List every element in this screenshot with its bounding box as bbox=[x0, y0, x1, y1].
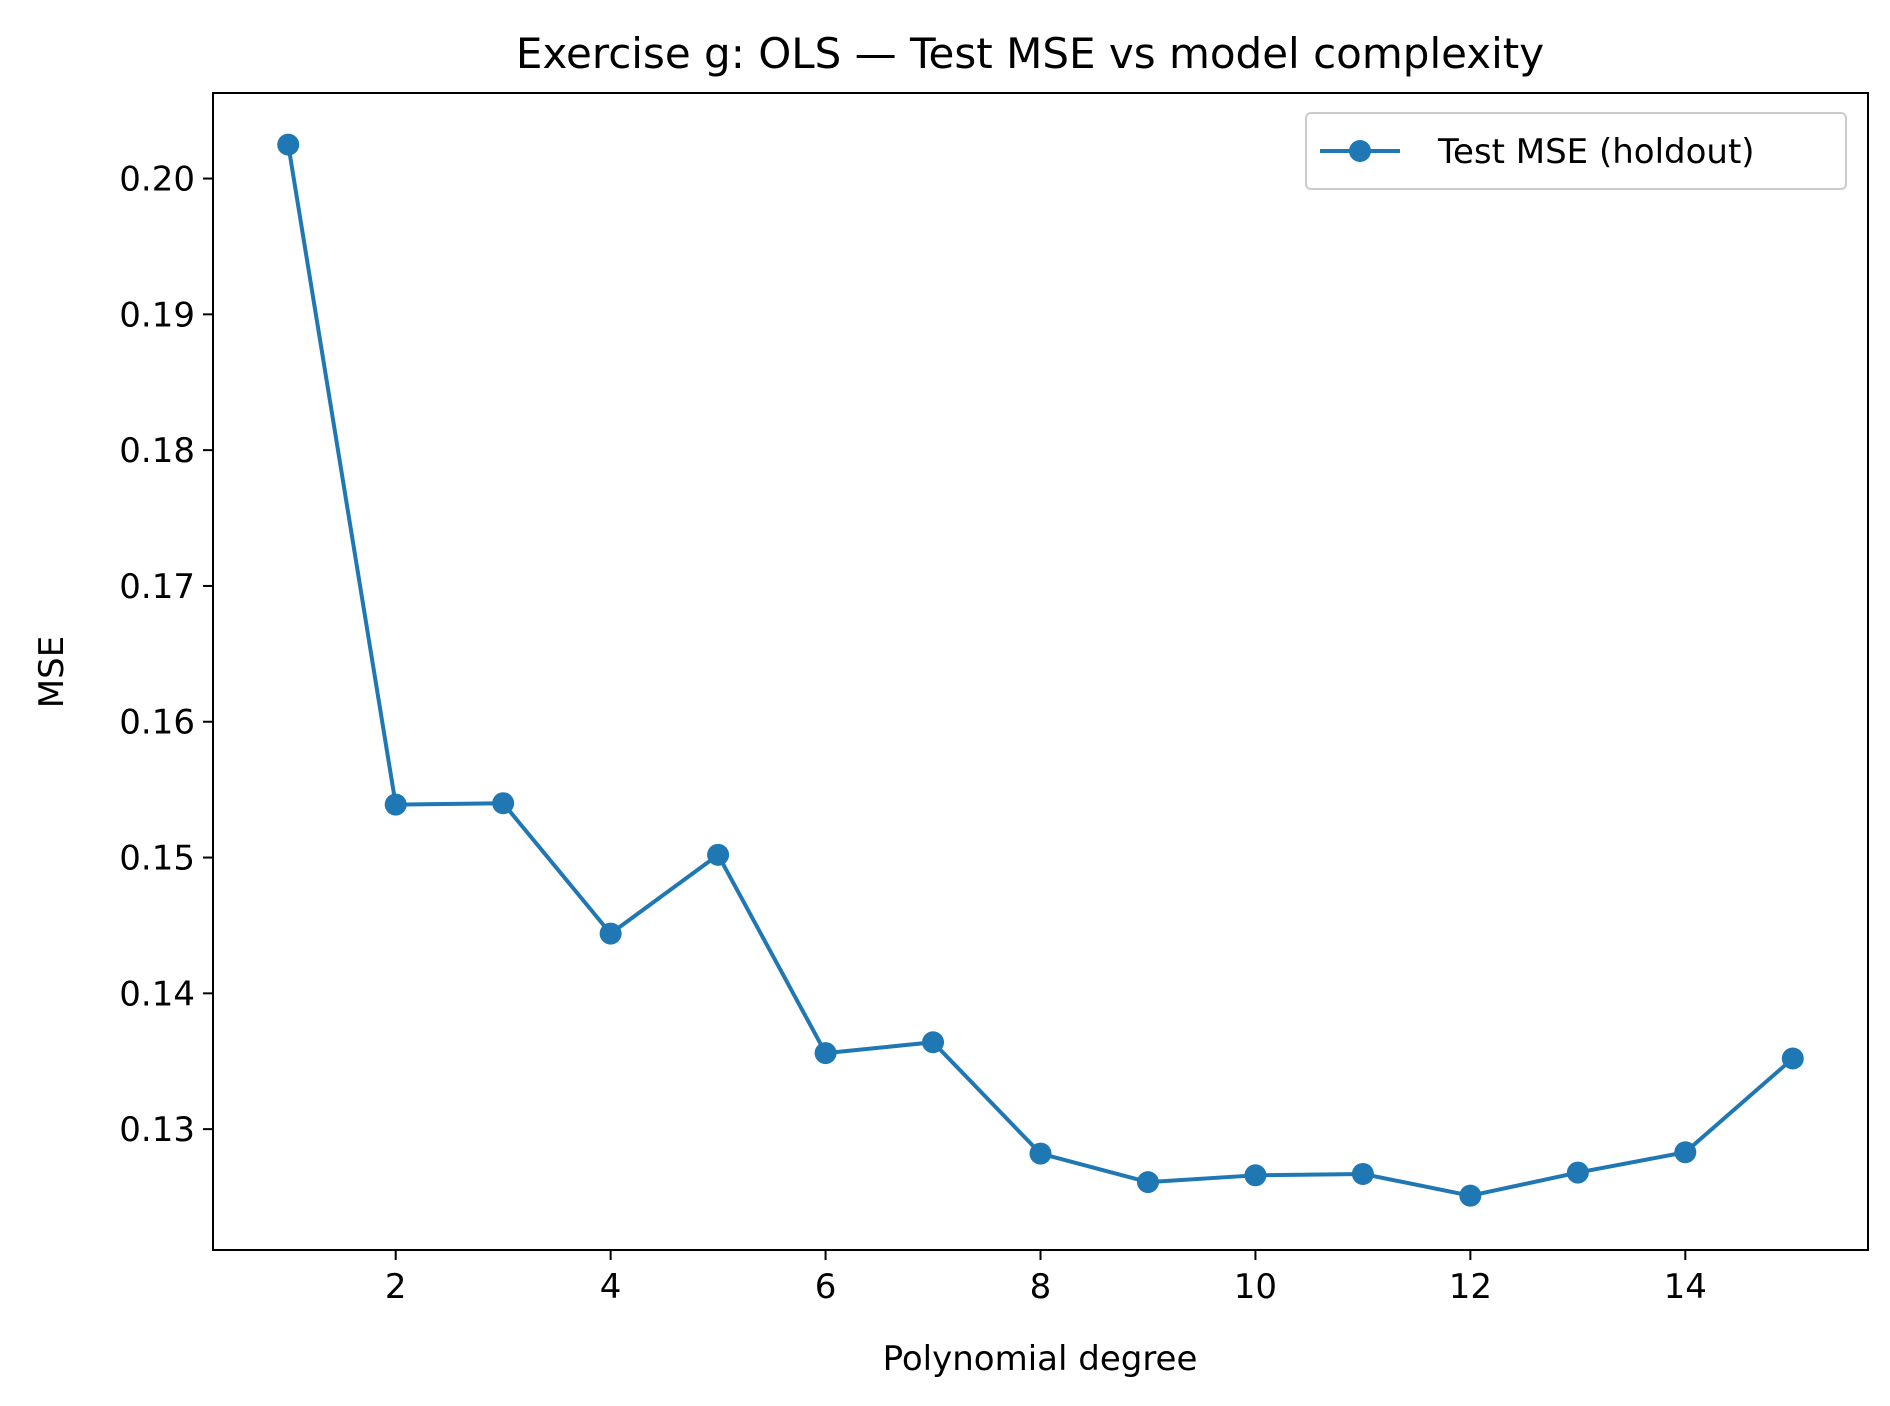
data-point bbox=[707, 843, 730, 866]
chart-title: Exercise g: OLS — Test MSE vs model comp… bbox=[516, 29, 1544, 78]
legend-label: Test MSE (holdout) bbox=[1437, 132, 1755, 172]
plot-area: 2 4 6 8 10 12 14 0.13 0.14 0.15 0.16 0.17 0.18 0.19 0.… bbox=[119, 133, 1804, 1307]
y-tick-label: 0.16 bbox=[119, 703, 195, 743]
y-tick-label: 0.19 bbox=[119, 295, 195, 335]
x-tick-label: 8 bbox=[1030, 1267, 1052, 1307]
x-tick-label: 2 bbox=[385, 1267, 407, 1307]
data-point bbox=[1244, 1164, 1267, 1187]
data-point bbox=[1136, 1171, 1159, 1194]
x-axis-title: Polynomial degree bbox=[883, 1339, 1198, 1379]
data-point bbox=[1029, 1142, 1052, 1165]
y-tick-label: 0.20 bbox=[119, 160, 195, 200]
y-tick-label: 0.13 bbox=[119, 1110, 195, 1150]
y-tick-label: 0.17 bbox=[119, 567, 195, 607]
plot-frame bbox=[212, 92, 1869, 1251]
data-point bbox=[492, 792, 515, 815]
legend-box bbox=[1305, 112, 1847, 190]
data-point bbox=[599, 922, 622, 945]
legend-marker-swatch bbox=[1349, 140, 1371, 162]
y-axis-title: MSE bbox=[32, 636, 72, 708]
x-tick-label: 6 bbox=[815, 1267, 837, 1307]
data-point bbox=[922, 1031, 945, 1054]
x-tick-label: 12 bbox=[1449, 1267, 1492, 1307]
y-tick-label: 0.14 bbox=[119, 974, 195, 1014]
data-point bbox=[1459, 1184, 1482, 1207]
x-tick-label: 4 bbox=[600, 1267, 622, 1307]
data-point bbox=[277, 133, 300, 156]
y-tick-label: 0.18 bbox=[119, 431, 195, 471]
data-point bbox=[1566, 1161, 1589, 1184]
data-point bbox=[1674, 1141, 1697, 1164]
data-point bbox=[1351, 1162, 1374, 1185]
legend: Test MSE (holdout) bbox=[1305, 112, 1847, 190]
data-point bbox=[1781, 1047, 1804, 1070]
data-point bbox=[814, 1042, 837, 1065]
data-point bbox=[384, 793, 407, 816]
x-tick-label: 14 bbox=[1664, 1267, 1707, 1307]
x-tick-label: 10 bbox=[1234, 1267, 1277, 1307]
y-tick-label: 0.15 bbox=[119, 839, 195, 879]
